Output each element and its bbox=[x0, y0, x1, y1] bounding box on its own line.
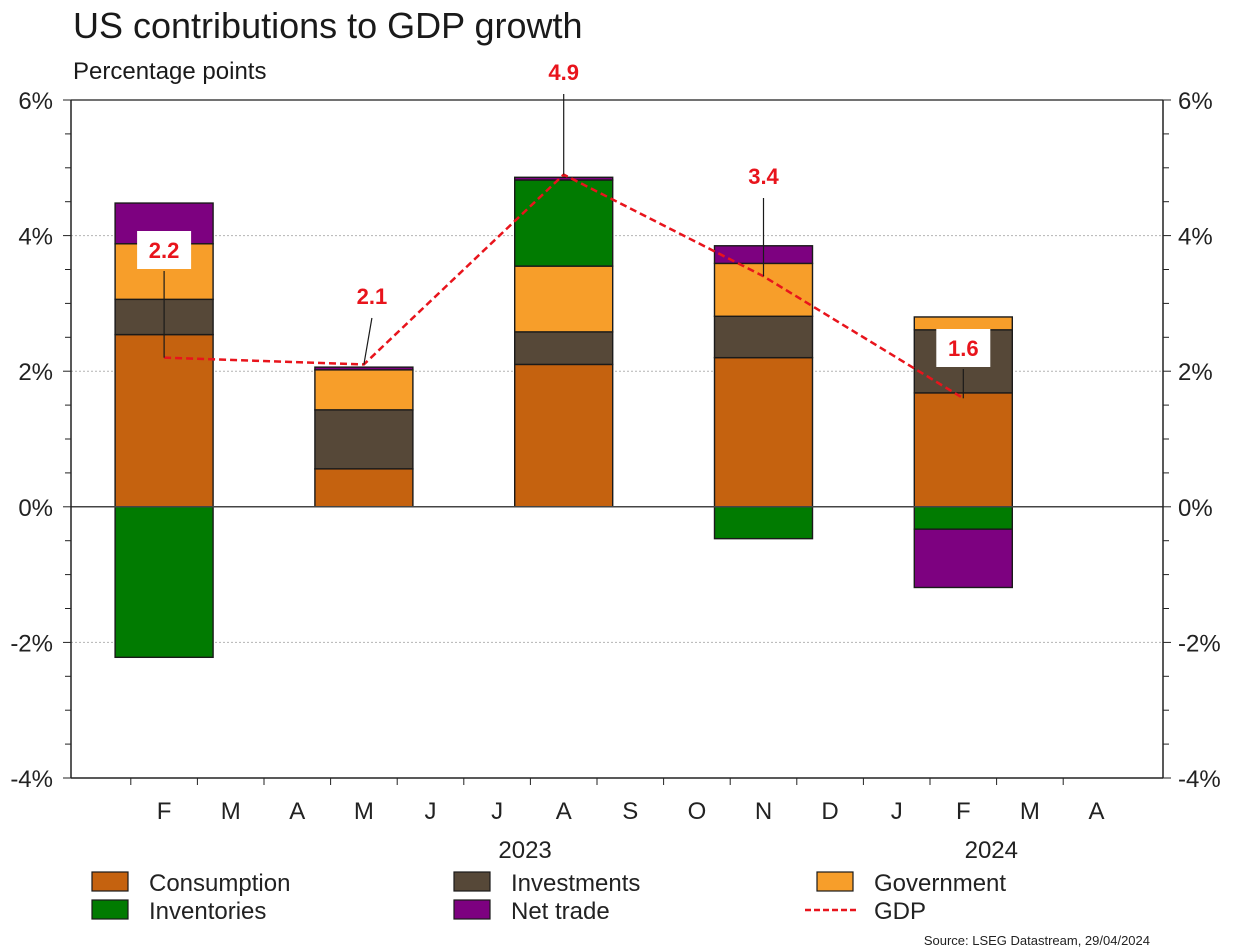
bar-segment-inventories bbox=[514, 179, 614, 267]
bar-segment-government bbox=[713, 262, 814, 317]
bar-segment-consumption bbox=[713, 356, 814, 508]
source-note: Source: LSEG Datastream, 29/04/2024 bbox=[924, 933, 1150, 948]
legend-swatch-government bbox=[816, 871, 854, 892]
y-tick-label-right: -2% bbox=[1178, 630, 1221, 657]
x-month-label: M bbox=[221, 798, 241, 825]
gdp-value-label: 2.1 bbox=[357, 284, 388, 309]
legend-label-net-trade: Net trade bbox=[511, 898, 610, 925]
y-tick-label-right: 6% bbox=[1178, 88, 1213, 115]
gdp-series: 2.2 2.1 4.9 3.4 1.6 bbox=[137, 60, 991, 400]
legend-label-gdp: GDP bbox=[874, 898, 926, 925]
x-month-label: S bbox=[622, 798, 638, 825]
gdp-label-box bbox=[137, 231, 192, 269]
x-month-label: M bbox=[1020, 798, 1040, 825]
bar-segment-net-trade bbox=[314, 366, 414, 371]
y-tick-label-left: -2% bbox=[10, 630, 53, 657]
x-month-label: O bbox=[688, 798, 707, 825]
bar-segment-inventories bbox=[713, 506, 814, 540]
x-month-label: A bbox=[1088, 798, 1104, 825]
x-month-label: J bbox=[425, 798, 437, 825]
y-tick-label-left: 4% bbox=[18, 224, 53, 251]
x-month-label: N bbox=[755, 798, 772, 825]
x-month-label: D bbox=[821, 798, 838, 825]
gdp-value-label: 1.6 bbox=[948, 336, 979, 361]
x-month-label: F bbox=[157, 798, 172, 825]
bar-segment-investments bbox=[713, 315, 814, 359]
y-tick-label-right: 0% bbox=[1178, 495, 1213, 522]
gdp-label-box bbox=[936, 329, 991, 367]
bar-segment-government bbox=[314, 369, 414, 411]
legend: Consumption Investments Government Inventor… bbox=[91, 870, 1006, 925]
bar-segment-government bbox=[913, 316, 1013, 331]
x-month-label: A bbox=[556, 798, 572, 825]
bar-segment-net-trade bbox=[913, 528, 1013, 589]
legend-swatch-net-trade bbox=[453, 899, 491, 920]
legend-label-inventories: Inventories bbox=[149, 898, 266, 925]
legend-label-investments: Investments bbox=[511, 870, 640, 897]
x-month-label: F bbox=[956, 798, 971, 825]
x-month-label: M bbox=[354, 798, 374, 825]
y-tick-label-right: -4% bbox=[1178, 766, 1221, 793]
gdp-leader-line bbox=[363, 317, 373, 365]
bar-segment-inventories bbox=[913, 506, 1013, 530]
y-tick-label-left: 0% bbox=[18, 495, 53, 522]
y-tick-label-right: 2% bbox=[1178, 359, 1213, 386]
bar-segment-net-trade bbox=[514, 176, 614, 181]
bar-segment-investments bbox=[314, 409, 414, 470]
legend-swatch-inventories bbox=[91, 899, 129, 920]
y-tick-label-left: 2% bbox=[18, 359, 53, 386]
bar-segment-inventories bbox=[114, 506, 214, 659]
chart-subtitle: Percentage points bbox=[73, 58, 266, 85]
legend-swatch-consumption bbox=[91, 871, 129, 892]
y-tick-label-left: 6% bbox=[18, 88, 53, 115]
y-tick-label-right: 4% bbox=[1178, 224, 1213, 251]
bar-segment-consumption bbox=[314, 468, 414, 508]
gdp-value-label: 4.9 bbox=[548, 60, 579, 85]
gdp-value-label: 2.2 bbox=[149, 238, 180, 263]
bar-segment-consumption bbox=[114, 333, 214, 508]
chart-title: US contributions to GDP growth bbox=[73, 5, 583, 46]
legend-label-government: Government bbox=[874, 870, 1006, 897]
bar-segment-government bbox=[514, 265, 614, 333]
x-month-label: A bbox=[289, 798, 305, 825]
x-year-label: 2023 bbox=[498, 837, 551, 864]
legend-swatch-investments bbox=[453, 871, 491, 892]
axes: -4% -4% -2% -2% 0% 0% 2% 2% 4% 4% 6% 6% bbox=[10, 88, 1220, 793]
x-year-label: 2024 bbox=[965, 837, 1018, 864]
y-tick-label-left: -4% bbox=[10, 766, 53, 793]
bar-segment-consumption bbox=[913, 392, 1013, 508]
x-month-label: J bbox=[491, 798, 503, 825]
gdp-value-label: 3.4 bbox=[748, 164, 779, 189]
bar-segment-investments bbox=[514, 331, 614, 366]
x-month-label: J bbox=[891, 798, 903, 825]
stacked-bars bbox=[114, 176, 1013, 659]
bar-segment-consumption bbox=[514, 363, 614, 508]
legend-label-consumption: Consumption bbox=[149, 870, 290, 897]
